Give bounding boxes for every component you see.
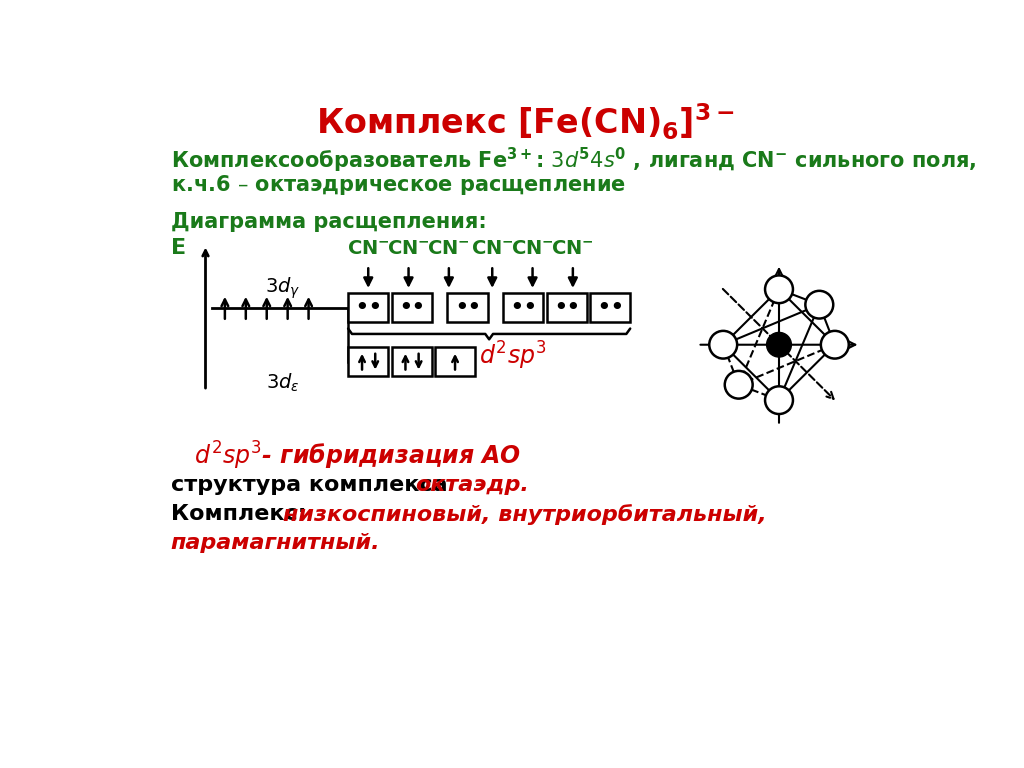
- Text: •: •: [466, 296, 481, 319]
- Text: $\mathbf{CN^{-}}$: $\mathbf{CN^{-}}$: [387, 239, 430, 258]
- Bar: [348, 347, 388, 376]
- Text: •: •: [510, 296, 524, 319]
- Bar: [391, 347, 432, 376]
- Text: Комплексообразователь $\mathbf{Fe^{3+}}$: $\mathbf{\mathit{3d}^{5}\mathit{4s}^{0: Комплексообразователь $\mathbf{Fe^{3+}}$…: [171, 145, 976, 174]
- Bar: [348, 293, 388, 323]
- Text: $\mathbf{CN^{-}}$: $\mathbf{CN^{-}}$: [347, 239, 390, 258]
- Text: Комплекс:: Комплекс:: [171, 504, 306, 524]
- Text: октаэдр.: октаэдр.: [415, 475, 528, 495]
- Bar: [435, 347, 475, 376]
- Bar: [590, 293, 630, 323]
- Text: •: •: [411, 296, 425, 319]
- Text: E: E: [171, 239, 185, 259]
- Circle shape: [805, 291, 834, 319]
- Bar: [547, 293, 587, 323]
- Text: Комплекс $\mathbf{[Fe(CN)_6]^{3-}}$: Комплекс $\mathbf{[Fe(CN)_6]^{3-}}$: [315, 101, 734, 141]
- Bar: [503, 293, 544, 323]
- Text: $\mathbf{CN^{-}}$: $\mathbf{CN^{-}}$: [552, 239, 594, 258]
- Bar: [447, 293, 487, 323]
- Text: парамагнитный.: парамагнитный.: [171, 533, 380, 553]
- Text: $\mathit{d}^2\mathit{sp}^3$- гибридизация АО: $\mathit{d}^2\mathit{sp}^3$- гибридизаци…: [186, 440, 521, 472]
- Text: •: •: [354, 296, 370, 319]
- Bar: [391, 293, 432, 323]
- Text: •: •: [454, 296, 469, 319]
- Text: низкоспиновый, внутриорбитальный,: низкоспиновый, внутриорбитальный,: [283, 504, 767, 525]
- Text: $3d_{\gamma}$: $3d_{\gamma}$: [265, 276, 301, 301]
- Circle shape: [767, 333, 792, 357]
- Text: $\mathit{d}^2\mathit{sp}^3$: $\mathit{d}^2\mathit{sp}^3$: [478, 340, 546, 372]
- Text: к.ч.$\mathbf{6}$ – октаэдрическое расщепление: к.ч.$\mathbf{6}$ – октаэдрическое расщеп…: [171, 173, 626, 197]
- Text: •: •: [398, 296, 413, 319]
- Circle shape: [710, 331, 737, 359]
- Circle shape: [725, 371, 753, 399]
- Text: •: •: [367, 296, 382, 319]
- Text: •: •: [553, 296, 568, 319]
- Text: Диаграмма расщепления:: Диаграмма расщепления:: [171, 211, 486, 231]
- Circle shape: [765, 276, 793, 303]
- Text: •: •: [565, 296, 581, 319]
- Circle shape: [765, 386, 793, 414]
- Text: $\mathbf{CN^{-}}$: $\mathbf{CN^{-}}$: [471, 239, 514, 258]
- Text: •: •: [596, 296, 611, 319]
- Text: •: •: [609, 296, 624, 319]
- Text: структура комплекса  -: структура комплекса -: [171, 475, 480, 495]
- Text: $3d_{\varepsilon}$: $3d_{\varepsilon}$: [266, 372, 300, 395]
- Text: $\mathbf{CN^{-}}$: $\mathbf{CN^{-}}$: [511, 239, 554, 258]
- Text: •: •: [522, 296, 537, 319]
- Circle shape: [821, 331, 849, 359]
- Text: $\mathbf{CN^{-}}$: $\mathbf{CN^{-}}$: [427, 239, 470, 258]
